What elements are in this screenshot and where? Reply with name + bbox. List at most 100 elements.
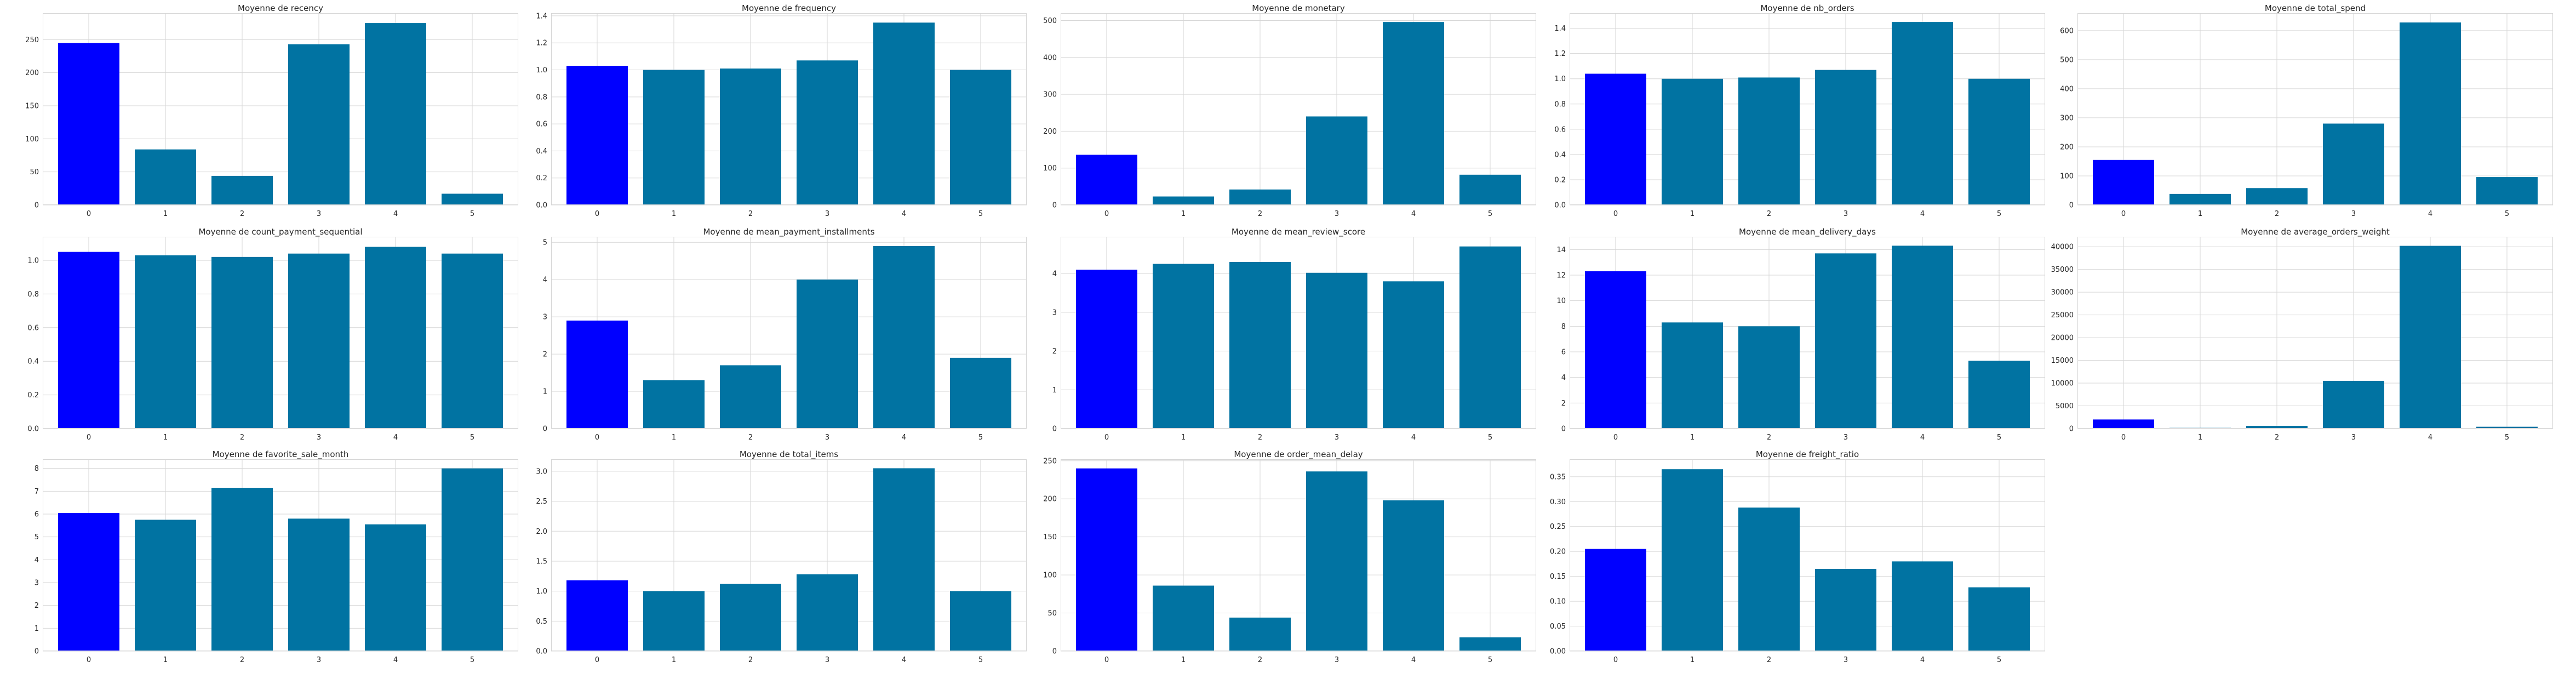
y-tick-label: 0.05 [1550,623,1566,631]
x-tick-label: 2 [2275,210,2279,218]
axes-frame [551,237,1027,429]
x-tick-label: 1 [2198,210,2202,218]
x-tick-label: 0 [1613,434,1618,442]
chart-title: Moyenne de favorite_sale_month [212,449,349,459]
x-tick-label: 5 [1488,656,1492,664]
x-tick-label: 3 [2351,434,2356,442]
x-tick-label: 4 [2428,434,2432,442]
axes-frame [1061,459,1536,651]
y-tick-label: 0.20 [1550,548,1566,556]
bar-cluster-1 [1153,585,1214,651]
bar-cluster-1 [643,70,705,206]
x-tick-label: 5 [2505,434,2509,442]
y-tick-label: 4 [35,556,39,564]
chart-panel-frequency: Moyenne de frequency 0.0 0.2 0.4 0.6 0.8 1.0 1.… [536,0,1027,218]
chart-title: Moyenne de frequency [742,3,836,13]
x-tick-label: 4 [1920,656,1925,664]
bar-cluster-2 [1229,189,1291,205]
chart-panel-order-mean-delay: Moyenne de order_mean_delay 0 50 100 150 200 2… [1043,446,1536,664]
bar-cluster-1 [1662,322,1723,429]
bar-cluster-2 [1738,77,1800,205]
bar-cluster-4 [873,468,935,651]
x-tick-label: 3 [1335,210,1339,218]
bar-cluster-5 [2476,426,2538,429]
y-tick-label: 200 [1043,495,1057,504]
bar-cluster-3 [288,253,350,429]
bar-cluster-2 [1738,507,1800,651]
y-tick-label: 0.30 [1550,498,1566,506]
x-tick-label: 0 [1104,434,1109,442]
x-tick-label: 5 [978,210,983,218]
y-tick-label: 0 [543,425,547,434]
y-tick-label: 35000 [2051,266,2074,274]
bar-cluster-4 [2400,22,2461,205]
chart-plot-area: 0.0 0.5 1.0 1.5 2.0 2.5 3.0 0 1 2 3 4 5 [536,459,1027,664]
y-tick-label: 6 [35,511,39,519]
axes-frame [2077,13,2553,205]
x-tick-label: 4 [902,656,906,664]
bar-cluster-2 [720,584,781,651]
x-tick-label: 3 [825,210,829,218]
y-tick-label: 0.15 [1550,573,1566,581]
bar-cluster-3 [1306,471,1367,651]
y-tick-label: 0.0 [27,425,39,434]
chart-plot-area: 0 1 2 3 4 5 0 1 2 3 4 5 [543,237,1027,442]
y-tick-label: 1 [543,388,547,396]
axes-background [43,13,518,205]
y-tick-label: 30000 [2051,289,2074,297]
bar-cluster-5 [950,70,1011,206]
axes-background [1061,237,1536,429]
chart-title: Moyenne de freight_ratio [1755,449,1859,459]
y-tick-label: 0.2 [1554,176,1566,184]
y-tick-label: 1 [1052,386,1057,395]
axes-background [1570,459,2045,651]
axes-frame [2077,237,2553,429]
y-tick-label: 2 [543,351,547,359]
x-tick-label: 2 [1767,434,1771,442]
y-tick-label: 10000 [2051,380,2074,388]
y-tick-label: 1.0 [1554,75,1566,83]
chart-panel-total-spend: Moyenne de total_spend 0 100 200 300 400 500 60… [2060,0,2553,218]
axes-frame [1570,237,2045,429]
x-tick-label: 2 [1258,210,1262,218]
bar-cluster-3 [1815,70,1876,205]
y-tick-label: 1 [35,625,39,633]
y-tick-label: 3.0 [536,467,547,476]
bar-cluster-0 [58,512,119,651]
y-tick-label: 14 [1556,246,1566,254]
y-tick-label: 15000 [2051,357,2074,365]
bar-cluster-1 [2169,193,2231,205]
chart-title: Moyenne de recency [238,3,323,13]
y-tick-label: 0.10 [1550,598,1566,606]
x-tick-label: 4 [2428,210,2432,218]
x-tick-label: 1 [163,656,168,664]
chart-plot-area: 0 1 2 3 4 0 1 2 3 4 5 [1052,237,1536,442]
y-tick-label: 200 [2060,143,2074,151]
chart-title: Moyenne de total_items [739,449,839,459]
x-tick-label: 4 [393,656,398,664]
y-tick-label: 100 [25,135,39,144]
x-tick-label: 0 [1104,656,1109,664]
bar-cluster-3 [2323,380,2384,429]
x-tick-label: 1 [1181,434,1186,442]
x-tick-label: 0 [595,434,599,442]
y-tick-label: 1.0 [536,66,547,75]
x-tick-label: 5 [470,434,474,442]
y-tick-label: 400 [1043,54,1057,62]
x-tick-label: 4 [902,434,906,442]
x-tick-label: 0 [1104,210,1109,218]
axes-frame [1061,237,1536,429]
x-tick-label: 3 [1844,656,1848,664]
bar-cluster-5 [1459,637,1521,651]
bar-cluster-2 [1229,261,1291,429]
chart-title: Moyenne de total_spend [2264,3,2366,13]
y-tick-label: 100 [1043,572,1057,580]
bar-cluster-3 [1815,253,1876,429]
y-tick-label: 250 [25,36,39,44]
y-tick-label: 0 [1561,425,1566,434]
x-tick-label: 3 [317,434,321,442]
y-tick-label: 0.4 [1554,151,1566,159]
y-tick-label: 600 [2060,27,2074,35]
bar-cluster-4 [1383,22,1444,206]
